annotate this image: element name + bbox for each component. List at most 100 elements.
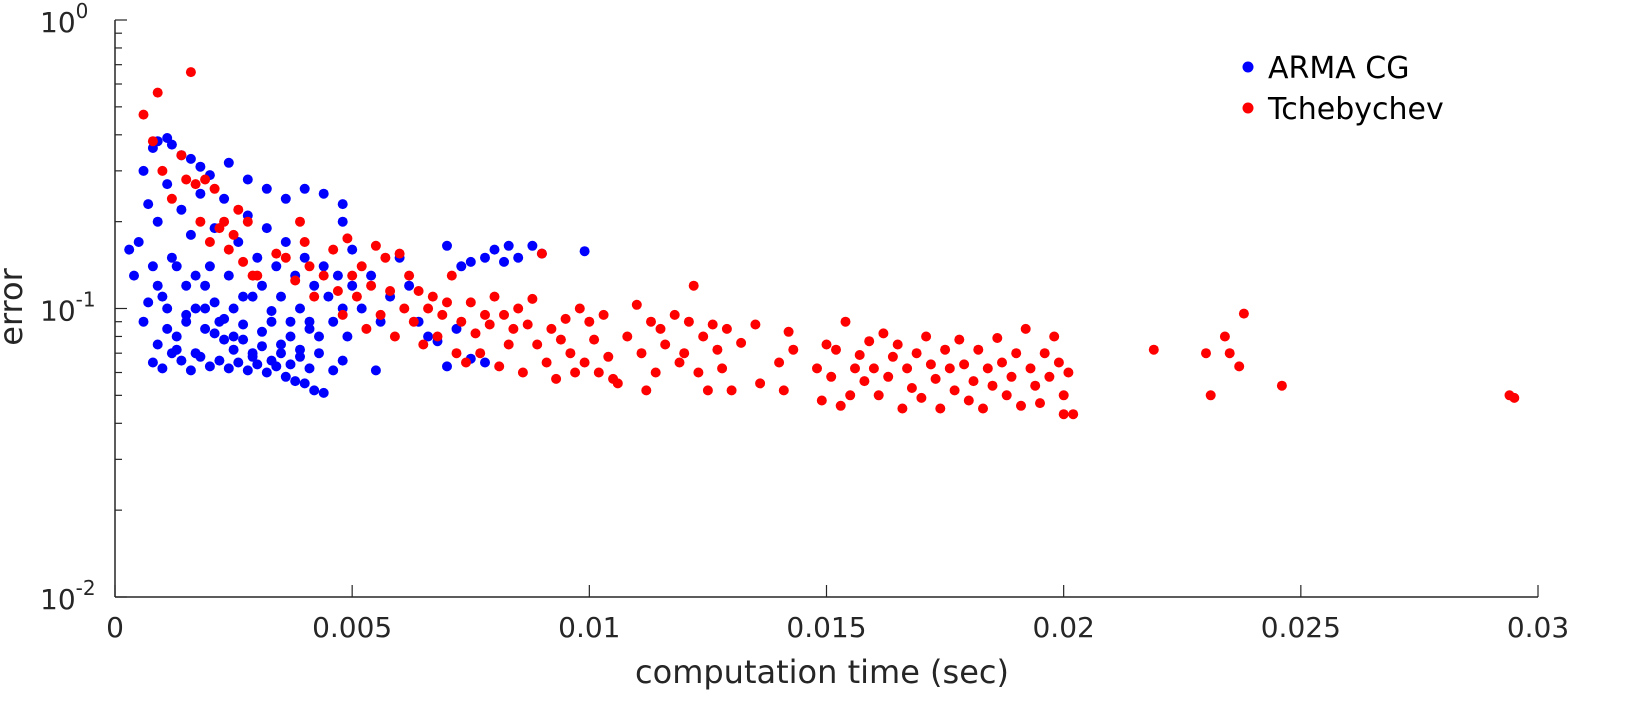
point-tchebychev [385, 286, 396, 296]
point-tchebychev [1058, 409, 1069, 420]
point-arma-cg [257, 280, 267, 291]
point-tchebychev [887, 351, 898, 362]
point-arma-cg [152, 280, 163, 291]
point-arma-cg [285, 316, 296, 327]
point-tchebychev [878, 328, 889, 339]
point-tchebychev [461, 357, 471, 368]
point-tchebychev [304, 261, 315, 272]
point-tchebychev [541, 357, 552, 368]
point-arma-cg [204, 361, 215, 372]
point-arma-cg [247, 351, 258, 362]
point-arma-cg [238, 291, 249, 302]
point-tchebychev [726, 385, 737, 396]
point-arma-cg [252, 252, 263, 263]
point-tchebychev [470, 328, 481, 339]
point-arma-cg [480, 252, 490, 263]
point-arma-cg [195, 351, 206, 362]
point-arma-cg [337, 216, 348, 227]
point-arma-cg [200, 323, 211, 334]
point-arma-cg [242, 174, 253, 185]
point-tchebychev [821, 339, 832, 350]
point-arma-cg [162, 179, 173, 190]
point-arma-cg [332, 270, 343, 281]
point-tchebychev [408, 316, 419, 327]
point-arma-cg [261, 367, 272, 378]
point-tchebychev [527, 293, 538, 304]
point-arma-cg [285, 331, 296, 342]
legend-label: Tchebychev [1267, 92, 1444, 127]
point-arma-cg [238, 334, 249, 345]
point-tchebychev [394, 248, 405, 259]
point-tchebychev [570, 367, 581, 378]
point-tchebychev [935, 403, 946, 414]
point-arma-cg [314, 348, 324, 359]
point-tchebychev [427, 291, 438, 302]
point-arma-cg [280, 193, 291, 204]
point-tchebychev [992, 333, 1003, 343]
point-arma-cg [328, 365, 339, 376]
point-arma-cg [124, 244, 135, 255]
point-tchebychev [963, 395, 974, 406]
point-tchebychev [1020, 323, 1031, 334]
point-arma-cg [451, 323, 462, 334]
point-tchebychev [603, 351, 614, 362]
y-axis-ticks: 100 10-1 10-2 [40, 0, 127, 616]
point-tchebychev [423, 303, 434, 314]
point-tchebychev [997, 357, 1007, 368]
point-tchebychev [831, 344, 841, 355]
point-arma-cg [342, 331, 353, 342]
x-tick-label: 0.01 [558, 611, 620, 644]
point-tchebychev [612, 378, 623, 389]
point-tchebychev [252, 270, 263, 281]
point-tchebychev [702, 385, 713, 396]
point-arma-cg [442, 240, 452, 251]
point-arma-cg [266, 306, 277, 316]
point-tchebychev [513, 303, 524, 314]
point-tchebychev [200, 174, 211, 185]
point-tchebychev [560, 313, 571, 324]
point-tchebychev [982, 363, 993, 374]
point-tchebychev [152, 87, 163, 98]
point-arma-cg [185, 153, 196, 164]
point-arma-cg [233, 357, 244, 368]
point-arma-cg [181, 280, 192, 291]
point-arma-cg [223, 157, 234, 168]
point-arma-cg [223, 363, 234, 374]
point-tchebychev [484, 319, 495, 330]
point-tchebychev [940, 344, 951, 355]
point-arma-cg [337, 355, 348, 366]
point-tchebychev [750, 319, 761, 330]
point-tchebychev [271, 248, 282, 259]
point-tchebychev [1025, 363, 1036, 374]
point-arma-cg [309, 385, 320, 396]
point-arma-cg [152, 339, 163, 350]
point-tchebychev [342, 233, 353, 244]
point-arma-cg [209, 297, 220, 308]
point-arma-cg [166, 252, 177, 263]
point-tchebychev [290, 275, 301, 286]
point-arma-cg [162, 323, 173, 334]
y-axis-label: error [0, 267, 30, 345]
point-arma-cg [157, 363, 168, 374]
point-arma-cg [356, 303, 367, 314]
point-tchebychev [1234, 361, 1245, 372]
point-tchebychev [442, 297, 452, 308]
point-arma-cg [185, 229, 196, 240]
point-tchebychev [1039, 348, 1050, 359]
point-arma-cg [480, 357, 490, 368]
point-arma-cg [309, 280, 320, 291]
x-axis-ticks: 0 0.005 0.01 0.015 0.02 0.025 0.03 [106, 585, 1569, 644]
point-arma-cg [214, 355, 225, 366]
point-arma-cg [195, 161, 206, 172]
point-tchebychev [499, 309, 509, 320]
point-arma-cg [295, 303, 305, 314]
point-tchebychev [906, 383, 917, 393]
point-tchebychev [1148, 344, 1159, 355]
point-tchebychev [968, 376, 979, 387]
point-arma-cg [280, 371, 291, 382]
point-arma-cg [247, 291, 258, 302]
point-arma-cg [314, 331, 324, 342]
point-arma-cg [200, 303, 211, 314]
point-tchebychev [921, 331, 932, 342]
point-tchebychev [204, 237, 215, 247]
